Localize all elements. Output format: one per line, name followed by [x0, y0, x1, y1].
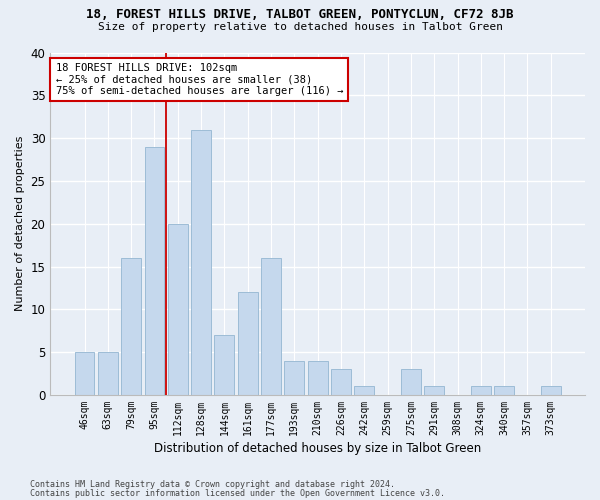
Text: 18 FOREST HILLS DRIVE: 102sqm
← 25% of detached houses are smaller (38)
75% of s: 18 FOREST HILLS DRIVE: 102sqm ← 25% of d…	[56, 63, 343, 96]
Bar	[308, 360, 328, 395]
X-axis label: Distribution of detached houses by size in Talbot Green: Distribution of detached houses by size …	[154, 442, 481, 455]
Bar	[238, 292, 257, 395]
Bar	[284, 360, 304, 395]
Text: Contains public sector information licensed under the Open Government Licence v3: Contains public sector information licen…	[30, 489, 445, 498]
Bar	[168, 224, 188, 395]
Bar	[98, 352, 118, 395]
Text: Size of property relative to detached houses in Talbot Green: Size of property relative to detached ho…	[97, 22, 503, 32]
Bar	[331, 370, 351, 395]
Text: 18, FOREST HILLS DRIVE, TALBOT GREEN, PONTYCLUN, CF72 8JB: 18, FOREST HILLS DRIVE, TALBOT GREEN, PO…	[86, 8, 514, 20]
Bar	[214, 335, 234, 395]
Bar	[74, 352, 94, 395]
Bar	[261, 258, 281, 395]
Text: Contains HM Land Registry data © Crown copyright and database right 2024.: Contains HM Land Registry data © Crown c…	[30, 480, 395, 489]
Bar	[121, 258, 141, 395]
Bar	[401, 370, 421, 395]
Bar	[471, 386, 491, 395]
Bar	[145, 146, 164, 395]
Bar	[541, 386, 560, 395]
Bar	[355, 386, 374, 395]
Bar	[191, 130, 211, 395]
Y-axis label: Number of detached properties: Number of detached properties	[15, 136, 25, 312]
Bar	[424, 386, 444, 395]
Bar	[494, 386, 514, 395]
